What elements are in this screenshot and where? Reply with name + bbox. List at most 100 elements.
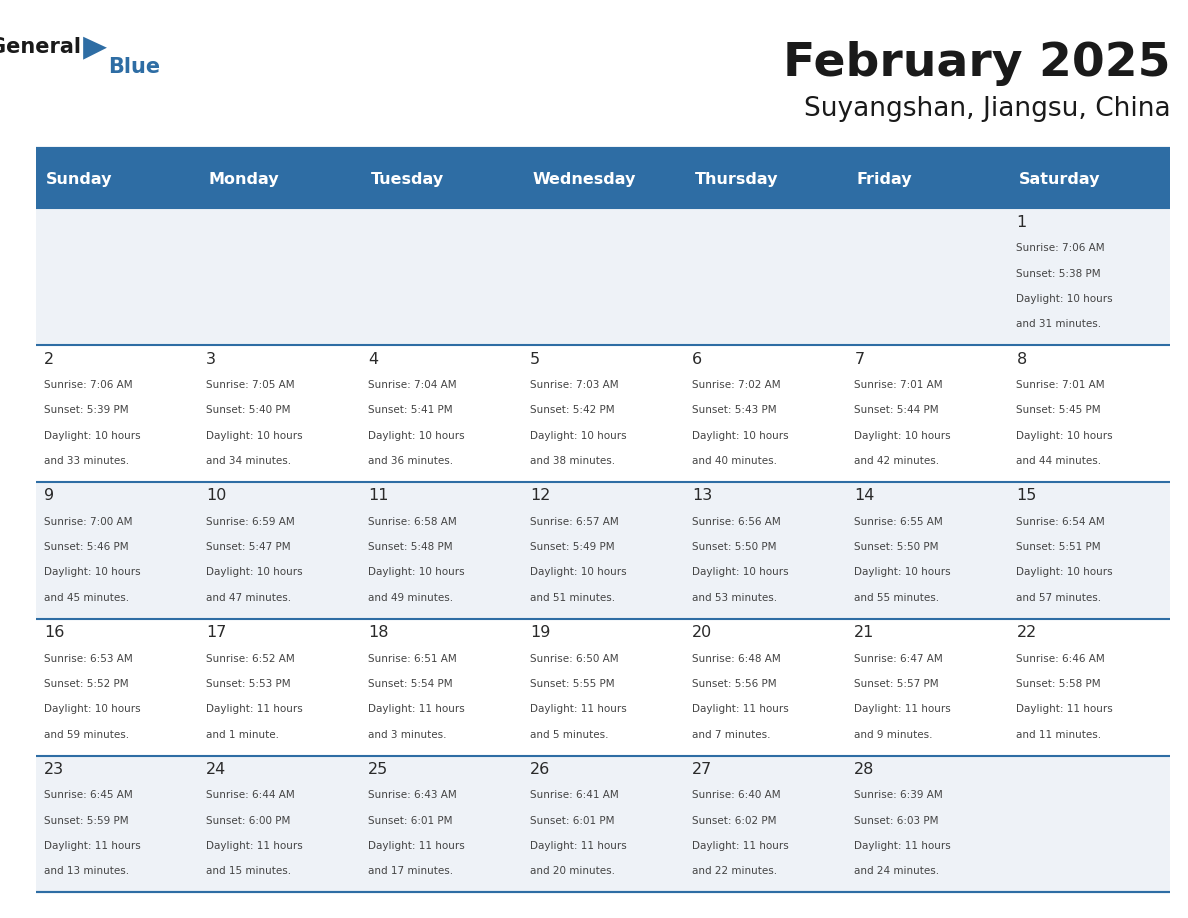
Text: 6: 6 bbox=[693, 352, 702, 366]
Text: Sunrise: 7:00 AM: Sunrise: 7:00 AM bbox=[44, 517, 132, 527]
Bar bbox=[1009, 482, 1170, 619]
Text: and 24 minutes.: and 24 minutes. bbox=[854, 867, 940, 877]
Bar bbox=[1009, 345, 1170, 482]
Text: Monday: Monday bbox=[208, 173, 279, 187]
Text: and 49 minutes.: and 49 minutes. bbox=[368, 593, 454, 603]
Text: Daylight: 10 hours: Daylight: 10 hours bbox=[44, 567, 140, 577]
Text: Sunset: 5:51 PM: Sunset: 5:51 PM bbox=[1017, 543, 1101, 552]
Text: 22: 22 bbox=[1017, 625, 1037, 640]
Text: Daylight: 10 hours: Daylight: 10 hours bbox=[206, 567, 303, 577]
Text: Sunrise: 7:01 AM: Sunrise: 7:01 AM bbox=[854, 380, 943, 390]
Bar bbox=[522, 151, 684, 208]
Text: Suyangshan, Jiangsu, China: Suyangshan, Jiangsu, China bbox=[803, 96, 1170, 122]
Text: Daylight: 10 hours: Daylight: 10 hours bbox=[368, 431, 465, 441]
Text: Sunset: 6:03 PM: Sunset: 6:03 PM bbox=[854, 816, 939, 825]
Text: Sunrise: 6:50 AM: Sunrise: 6:50 AM bbox=[530, 654, 619, 664]
Bar bbox=[846, 619, 1009, 756]
Text: Daylight: 11 hours: Daylight: 11 hours bbox=[206, 841, 303, 851]
Text: Daylight: 10 hours: Daylight: 10 hours bbox=[1017, 431, 1113, 441]
Text: Daylight: 11 hours: Daylight: 11 hours bbox=[530, 841, 627, 851]
Text: Sunset: 5:38 PM: Sunset: 5:38 PM bbox=[1017, 269, 1101, 278]
Text: Daylight: 10 hours: Daylight: 10 hours bbox=[693, 567, 789, 577]
Text: and 57 minutes.: and 57 minutes. bbox=[1017, 593, 1101, 603]
Text: and 3 minutes.: and 3 minutes. bbox=[368, 730, 447, 740]
Bar bbox=[197, 151, 360, 208]
Text: Sunset: 5:40 PM: Sunset: 5:40 PM bbox=[206, 406, 291, 415]
Text: Daylight: 10 hours: Daylight: 10 hours bbox=[206, 431, 303, 441]
Text: Saturday: Saturday bbox=[1019, 173, 1100, 187]
Text: 26: 26 bbox=[530, 762, 550, 777]
Text: Sunrise: 6:45 AM: Sunrise: 6:45 AM bbox=[44, 790, 133, 800]
Text: Sunset: 5:56 PM: Sunset: 5:56 PM bbox=[693, 679, 777, 688]
Bar bbox=[684, 619, 846, 756]
Text: 20: 20 bbox=[693, 625, 713, 640]
Text: Sunrise: 6:39 AM: Sunrise: 6:39 AM bbox=[854, 790, 943, 800]
Text: Sunrise: 6:41 AM: Sunrise: 6:41 AM bbox=[530, 790, 619, 800]
Text: Sunrise: 7:05 AM: Sunrise: 7:05 AM bbox=[206, 380, 295, 390]
Bar bbox=[522, 619, 684, 756]
Bar bbox=[846, 482, 1009, 619]
Text: Sunrise: 7:06 AM: Sunrise: 7:06 AM bbox=[1017, 243, 1105, 253]
Bar bbox=[197, 208, 360, 345]
Text: Daylight: 11 hours: Daylight: 11 hours bbox=[1017, 704, 1113, 714]
Text: Sunrise: 6:44 AM: Sunrise: 6:44 AM bbox=[206, 790, 295, 800]
Bar bbox=[360, 756, 522, 892]
Text: Sunset: 5:49 PM: Sunset: 5:49 PM bbox=[530, 543, 615, 552]
Text: 25: 25 bbox=[368, 762, 388, 777]
Text: 19: 19 bbox=[530, 625, 550, 640]
Text: Daylight: 10 hours: Daylight: 10 hours bbox=[854, 567, 950, 577]
Text: Sunset: 5:58 PM: Sunset: 5:58 PM bbox=[1017, 679, 1101, 688]
Text: and 7 minutes.: and 7 minutes. bbox=[693, 730, 771, 740]
Polygon shape bbox=[83, 37, 107, 60]
Text: Tuesday: Tuesday bbox=[371, 173, 443, 187]
Text: Daylight: 10 hours: Daylight: 10 hours bbox=[530, 431, 627, 441]
Text: Sunset: 6:01 PM: Sunset: 6:01 PM bbox=[530, 816, 614, 825]
Text: and 20 minutes.: and 20 minutes. bbox=[530, 867, 615, 877]
Text: and 1 minute.: and 1 minute. bbox=[206, 730, 279, 740]
Text: 15: 15 bbox=[1017, 488, 1037, 503]
Text: Sunset: 5:44 PM: Sunset: 5:44 PM bbox=[854, 406, 939, 415]
Text: Daylight: 11 hours: Daylight: 11 hours bbox=[44, 841, 140, 851]
Text: 14: 14 bbox=[854, 488, 874, 503]
Text: 27: 27 bbox=[693, 762, 713, 777]
Text: and 55 minutes.: and 55 minutes. bbox=[854, 593, 940, 603]
Text: 5: 5 bbox=[530, 352, 541, 366]
Text: and 5 minutes.: and 5 minutes. bbox=[530, 730, 608, 740]
Text: 28: 28 bbox=[854, 762, 874, 777]
Text: 12: 12 bbox=[530, 488, 550, 503]
Text: 1: 1 bbox=[1017, 215, 1026, 230]
Text: Sunset: 5:50 PM: Sunset: 5:50 PM bbox=[693, 543, 777, 552]
Text: and 47 minutes.: and 47 minutes. bbox=[206, 593, 291, 603]
Text: 7: 7 bbox=[854, 352, 865, 366]
Text: Sunrise: 6:47 AM: Sunrise: 6:47 AM bbox=[854, 654, 943, 664]
Text: Daylight: 11 hours: Daylight: 11 hours bbox=[854, 841, 952, 851]
Text: 23: 23 bbox=[44, 762, 64, 777]
Text: and 34 minutes.: and 34 minutes. bbox=[206, 456, 291, 466]
Text: Daylight: 10 hours: Daylight: 10 hours bbox=[1017, 294, 1113, 304]
Bar bbox=[360, 482, 522, 619]
Bar bbox=[846, 208, 1009, 345]
Text: Thursday: Thursday bbox=[695, 173, 778, 187]
Bar bbox=[522, 482, 684, 619]
Text: Sunrise: 6:48 AM: Sunrise: 6:48 AM bbox=[693, 654, 781, 664]
Text: Daylight: 11 hours: Daylight: 11 hours bbox=[693, 704, 789, 714]
Bar bbox=[684, 345, 846, 482]
Text: Friday: Friday bbox=[857, 173, 912, 187]
Text: 11: 11 bbox=[368, 488, 388, 503]
Bar bbox=[360, 619, 522, 756]
Text: Sunset: 6:02 PM: Sunset: 6:02 PM bbox=[693, 816, 777, 825]
Text: Wednesday: Wednesday bbox=[532, 173, 636, 187]
Text: Sunrise: 6:54 AM: Sunrise: 6:54 AM bbox=[1017, 517, 1105, 527]
Text: Sunset: 5:45 PM: Sunset: 5:45 PM bbox=[1017, 406, 1101, 415]
Text: Sunset: 5:39 PM: Sunset: 5:39 PM bbox=[44, 406, 128, 415]
Bar bbox=[36, 208, 197, 345]
Bar bbox=[1009, 151, 1170, 208]
Text: Daylight: 10 hours: Daylight: 10 hours bbox=[530, 567, 627, 577]
Text: Daylight: 11 hours: Daylight: 11 hours bbox=[530, 704, 627, 714]
Text: and 59 minutes.: and 59 minutes. bbox=[44, 730, 129, 740]
Text: Daylight: 10 hours: Daylight: 10 hours bbox=[368, 567, 465, 577]
Text: Sunset: 5:54 PM: Sunset: 5:54 PM bbox=[368, 679, 453, 688]
Text: 17: 17 bbox=[206, 625, 227, 640]
Bar bbox=[360, 208, 522, 345]
Bar bbox=[846, 756, 1009, 892]
